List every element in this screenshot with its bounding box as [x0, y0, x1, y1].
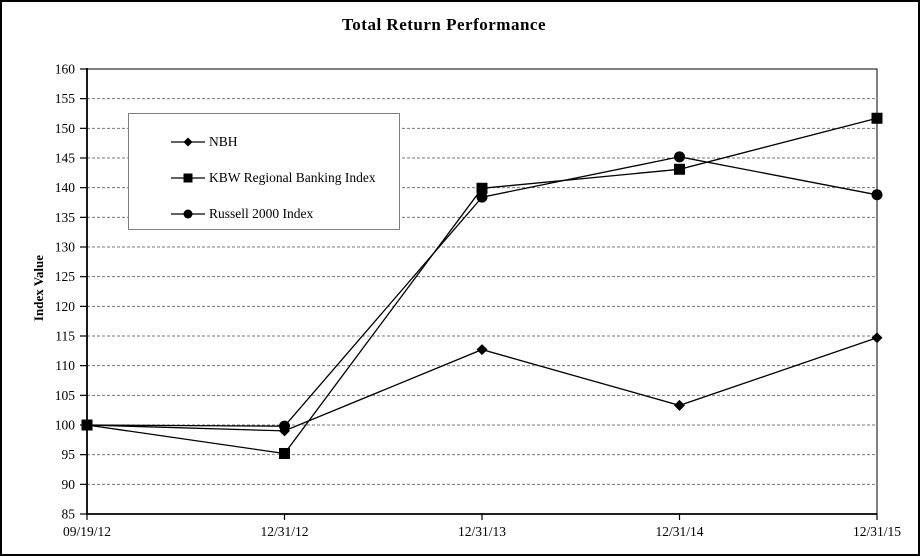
y-tick-label: 150	[55, 121, 76, 136]
legend: NBH KBW Regional Banking Index Russell 2…	[128, 113, 400, 230]
y-tick-label: 115	[55, 329, 75, 344]
y-tick-label: 130	[55, 240, 76, 255]
x-tick-label: 12/31/13	[458, 524, 506, 539]
legend-item-russell: Russell 2000 Index	[171, 196, 399, 232]
y-tick-label: 140	[55, 180, 76, 195]
x-tick-label: 12/31/15	[853, 524, 901, 539]
axes: 85 90 95 100 105 110 115 120 125 130 135 140 145 150 1…	[55, 62, 901, 540]
russell-circle-marker-icon	[171, 209, 205, 219]
x-tick-label: 12/31/12	[260, 524, 308, 539]
chart-title: Total Return Performance	[342, 15, 546, 34]
x-tick-label: 12/31/14	[655, 524, 703, 539]
y-tick-label: 120	[55, 299, 76, 314]
y-tick-label: 110	[55, 358, 75, 373]
y-tick-label: 155	[55, 91, 76, 106]
y-tick-label: 95	[62, 447, 76, 462]
legend-label-nbh: NBH	[209, 134, 238, 149]
x-tick-label: 09/19/12	[63, 524, 111, 539]
y-tick-label: 125	[55, 269, 76, 284]
y-tick-label: 160	[55, 62, 76, 77]
y-tick-label: 135	[55, 210, 76, 225]
series-kbw-regional-banking-index	[81, 112, 883, 459]
legend-item-kbw: KBW Regional Banking Index	[171, 160, 399, 196]
legend-label-kbw: KBW Regional Banking Index	[209, 170, 376, 185]
y-tick-label: 105	[55, 388, 76, 403]
nbh-diamond-marker-icon	[171, 137, 205, 147]
y-tick-label: 90	[62, 477, 76, 492]
legend-label-russell: Russell 2000 Index	[209, 206, 314, 221]
kbw-square-marker-icon	[171, 173, 205, 183]
y-tick-label: 85	[62, 507, 76, 522]
series-nbh	[81, 332, 883, 437]
y-tick-label: 145	[55, 151, 76, 166]
legend-item-nbh: NBH	[171, 124, 399, 160]
y-tick-label: 100	[55, 418, 76, 433]
